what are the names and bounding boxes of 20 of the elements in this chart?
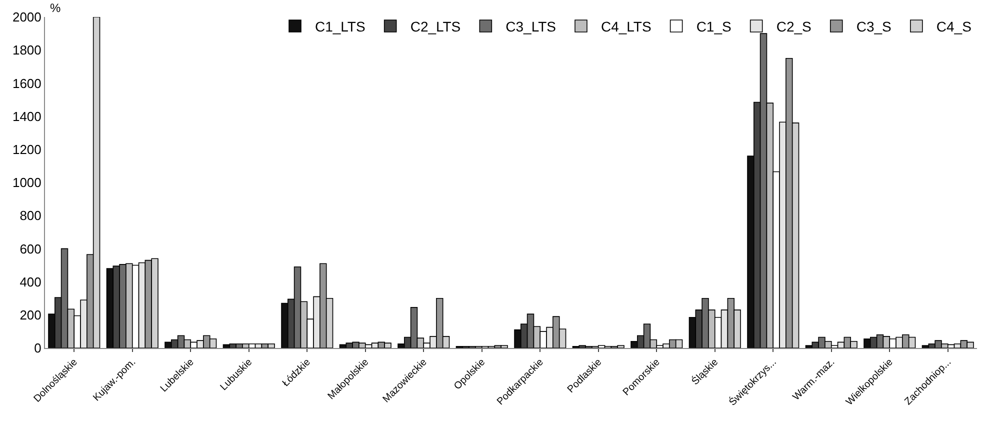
legend-label: C1_S (696, 18, 732, 34)
y-tick-label: 200 (20, 307, 42, 322)
legend-label: C2_S (776, 18, 812, 34)
y-tick-label: 1200 (12, 142, 42, 157)
y-tick-label: 1400 (12, 108, 42, 124)
y-tick-label: 1800 (12, 42, 42, 58)
legend-label: C3_LTS (506, 18, 556, 34)
y-tick-label: 0 (34, 340, 42, 356)
legend-label: C2_LTS (410, 18, 461, 34)
legend-label: C4_S (936, 18, 972, 34)
y-tick-label: 1000 (12, 175, 42, 190)
legend-label: C1_LTS (315, 18, 366, 34)
y-tick-label: 2000 (12, 10, 42, 25)
legend-label: C3_S (856, 18, 892, 34)
y-tick-label: 800 (20, 208, 42, 224)
y-tick-label: 600 (20, 241, 42, 256)
legend-label: C4_LTS (600, 18, 652, 34)
y-tick-label: 1600 (12, 76, 42, 91)
y-tick-label: 400 (20, 274, 42, 290)
y-axis-title: % (50, 1, 61, 15)
